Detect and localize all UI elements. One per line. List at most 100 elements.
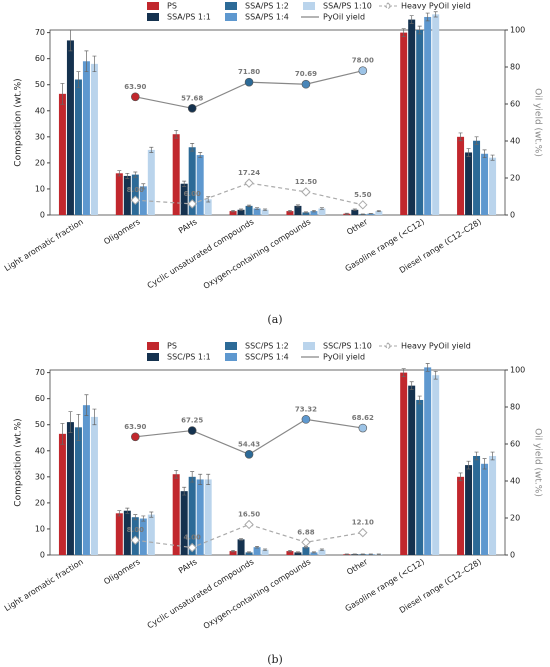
error-bar [295, 551, 300, 554]
error-bar [474, 451, 479, 461]
legend-marker [303, 2, 315, 10]
legend-label: SSA/PS 1:4 [245, 13, 289, 22]
bar [489, 455, 497, 555]
error-bar [231, 209, 236, 213]
bar [457, 476, 465, 555]
y2-axis-label: Oil yield (wt.%) [533, 428, 543, 497]
bar [172, 134, 180, 215]
bar [473, 140, 481, 215]
bar [204, 199, 212, 215]
error-bar [149, 146, 154, 153]
x-tick-label: Oxygen-containing compounds [202, 557, 313, 631]
y2-tick-label: 40 [510, 477, 520, 486]
bar [82, 405, 90, 555]
y-tick-label: 50 [35, 420, 45, 429]
bar [90, 416, 98, 555]
error-bar [352, 208, 357, 211]
bar [310, 552, 318, 555]
error-bar [490, 451, 495, 461]
value-label: 63.90 [124, 423, 146, 431]
y-tick-label: 0 [40, 211, 45, 220]
x-tick-label: PAHs [177, 217, 199, 235]
bar [139, 518, 147, 555]
legend-label: Heavy PyOil yield [401, 342, 471, 351]
bar [416, 399, 424, 555]
y-tick-label: 40 [35, 446, 45, 455]
value-label: 6.88 [297, 528, 314, 536]
point [244, 450, 254, 459]
point [187, 542, 197, 553]
bar [416, 30, 424, 215]
error-bar [133, 514, 138, 521]
y-tick-label: 70 [35, 28, 45, 37]
bar [66, 40, 74, 216]
error-bar [92, 408, 97, 426]
x-tick-label: Other [345, 217, 370, 237]
error-bar [149, 511, 154, 518]
error-bar [417, 395, 422, 405]
bar [180, 183, 188, 215]
value-label: 73.32 [295, 405, 317, 413]
value-label: 68.62 [352, 414, 374, 422]
value-label: 5.50 [354, 191, 371, 199]
bar [261, 209, 269, 215]
line [135, 182, 363, 206]
error-bar [198, 152, 203, 159]
bar [261, 549, 269, 555]
legend-marker [225, 2, 237, 10]
value-label: 6.00 [184, 190, 201, 198]
legend-marker [147, 353, 159, 361]
point [301, 415, 311, 424]
error-bar [458, 132, 463, 142]
line [135, 523, 363, 549]
legend-label: SSA/PS 1:1 [167, 13, 211, 22]
value-label: 78.00 [352, 57, 374, 65]
line [135, 418, 363, 455]
error-bar [198, 473, 203, 485]
bar [253, 547, 261, 555]
error-bar [287, 209, 292, 213]
bar [131, 174, 139, 215]
value-label: 70.69 [295, 70, 317, 78]
error-bar [84, 394, 89, 416]
error-bar [76, 71, 81, 88]
bar [90, 63, 98, 216]
bar [188, 476, 196, 555]
y-tick-label: 10 [35, 184, 45, 193]
value-label: 67.25 [181, 417, 203, 425]
error-bar [425, 363, 430, 372]
point [358, 423, 368, 433]
error-bar [141, 515, 146, 522]
error-bar [319, 548, 324, 551]
bar [351, 209, 359, 215]
bar [424, 367, 432, 555]
error-bar [239, 208, 244, 211]
y-tick-label: 10 [35, 524, 45, 533]
error-bar [433, 11, 438, 18]
bar [229, 551, 237, 555]
error-bar [482, 458, 487, 470]
y2-tick-label: 60 [510, 440, 520, 449]
legend-label: SSC/PS 1:2 [245, 342, 289, 351]
error-bar [368, 553, 373, 555]
error-bar [490, 154, 495, 161]
y2-tick-label: 80 [510, 403, 520, 412]
error-bar [466, 148, 471, 157]
bar [367, 213, 375, 215]
error-bar [401, 368, 406, 377]
y2-tick-label: 20 [510, 174, 520, 183]
error-bar [68, 29, 73, 52]
error-bar [344, 212, 349, 215]
error-bar [206, 196, 211, 203]
point [187, 426, 197, 435]
point [301, 537, 311, 547]
plot-frame [49, 369, 506, 556]
legend-label: PS [167, 342, 177, 351]
bar [253, 208, 261, 215]
error-bar [76, 413, 81, 441]
legend-marker [225, 342, 237, 350]
point [244, 519, 254, 530]
bar [424, 16, 432, 215]
error-bar [239, 538, 244, 541]
